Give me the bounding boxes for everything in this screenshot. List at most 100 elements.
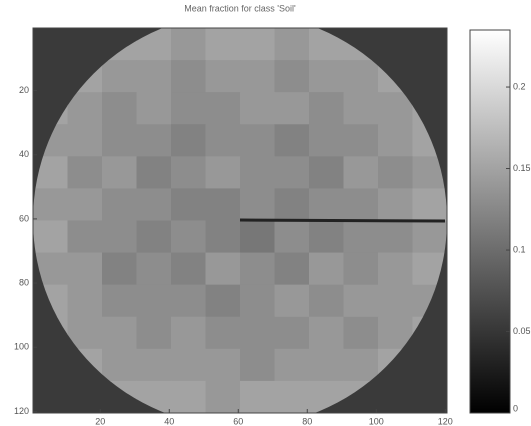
heatmap-cell (171, 220, 206, 254)
heatmap-cell (309, 60, 344, 93)
heatmap-cell (205, 92, 241, 125)
heatmap-cell (274, 252, 310, 286)
heatmap-cell (102, 60, 137, 93)
heatmap-cell (343, 188, 379, 221)
heatmap-cell (343, 348, 379, 382)
heatmap-cell (412, 220, 447, 254)
heatmap-cell (240, 348, 275, 382)
heatmap-cell (102, 92, 137, 125)
heatmap-cell (136, 348, 172, 382)
heatmap-cell (205, 60, 241, 93)
heatmap-cell (136, 220, 172, 254)
heatmap-cell (309, 92, 344, 125)
heatmap-cell (378, 156, 413, 189)
heatmap-cell (309, 156, 344, 189)
heatmap-cell (240, 316, 275, 350)
x-tick-label: 40 (164, 416, 174, 426)
heatmap-cell (309, 188, 344, 221)
heatmap-cell (240, 60, 275, 93)
heatmap-cell (205, 284, 241, 318)
heatmap-cell (309, 124, 344, 157)
chart-title: Mean fraction for class 'Soil' (184, 3, 296, 13)
plot-frame (32, 27, 448, 414)
heatmap-cell (240, 284, 275, 318)
heatmap-cell (136, 284, 172, 318)
heatmap-cell (136, 60, 172, 93)
heatmap-cell (412, 188, 447, 221)
heatmap-cell (343, 316, 379, 350)
heatmap-cell (343, 220, 379, 254)
heatmap-cell (67, 252, 103, 286)
heatmap-cell (136, 124, 172, 157)
heatmap-cell (102, 124, 137, 157)
heatmap-cell (205, 316, 241, 350)
heatmap-cell (102, 156, 137, 189)
heatmap-cell (378, 188, 413, 221)
heatmap-cell (171, 348, 206, 382)
heatmap-cell (309, 284, 344, 318)
heatmap-cell (378, 284, 413, 318)
heatmap-cell (102, 316, 137, 350)
y-tick-label: 40 (19, 149, 29, 159)
heatmap-cell (378, 124, 413, 157)
y-tick-label: 60 (19, 213, 29, 223)
heatmap-cell (274, 188, 310, 221)
heatmap-cell (205, 124, 241, 157)
heatmap-cell (274, 28, 310, 61)
heatmap-cell (240, 380, 275, 414)
heatmap-cell (240, 156, 275, 189)
x-tick-label: 100 (369, 416, 384, 426)
heatmap-cells (33, 28, 447, 414)
colorbar-tick-label: 0.1 (513, 244, 526, 254)
heatmap-cell (274, 220, 310, 254)
x-tick-label: 60 (233, 416, 243, 426)
heatmap-cell (274, 92, 310, 125)
x-tick-label: 80 (302, 416, 312, 426)
heatmap-cell (343, 284, 379, 318)
heatmap-cell (171, 124, 206, 157)
heatmap-cell (67, 188, 103, 221)
heatmap-cell (171, 316, 206, 350)
heatmap-cell (343, 124, 379, 157)
heatmap-cell (343, 156, 379, 189)
x-tick-label: 20 (95, 416, 105, 426)
heatmap-cell (240, 220, 275, 254)
heatmap-cell (378, 220, 413, 254)
heatmap-cell (102, 188, 137, 221)
heatmap-cell (205, 188, 241, 221)
seam-line (239, 218, 446, 223)
heatmap-cell (136, 316, 172, 350)
heatmap-cell (67, 220, 103, 254)
heatmap-cell (102, 348, 137, 382)
heatmap-cell (67, 284, 103, 318)
heatmap-cell (171, 284, 206, 318)
heatmap-cell (205, 252, 241, 286)
heatmap-cell (274, 156, 310, 189)
heatmap-cell (205, 220, 241, 254)
heatmap-cell (274, 284, 310, 318)
heatmap-cell (102, 284, 137, 318)
heatmap-cell (309, 348, 344, 382)
heatmap-cell (343, 60, 379, 93)
heatmap-cell (274, 316, 310, 350)
heatmap-cell (102, 252, 137, 286)
heatmap-cell (240, 252, 275, 286)
heatmap-cell (240, 188, 275, 221)
heatmap-cell (240, 28, 275, 61)
heatmap-cell (309, 316, 344, 350)
heatmap-cell (171, 92, 206, 125)
y-tick-label: 20 (19, 85, 29, 95)
heatmap-cell (274, 348, 310, 382)
colorbar-tick-label: 0 (513, 403, 518, 413)
heatmap-cell (171, 188, 206, 221)
y-tick-label: 80 (19, 277, 29, 287)
x-tick-label: 120 (438, 416, 453, 426)
heatmap-cell (102, 220, 137, 254)
heatmap-cell (205, 156, 241, 189)
heatmap-cell (171, 380, 206, 414)
heatmap-cell (33, 188, 68, 221)
heatmap-cell (205, 348, 241, 382)
heatmap-cell (343, 92, 379, 125)
colorbar-tick-label: 0.05 (513, 326, 531, 336)
